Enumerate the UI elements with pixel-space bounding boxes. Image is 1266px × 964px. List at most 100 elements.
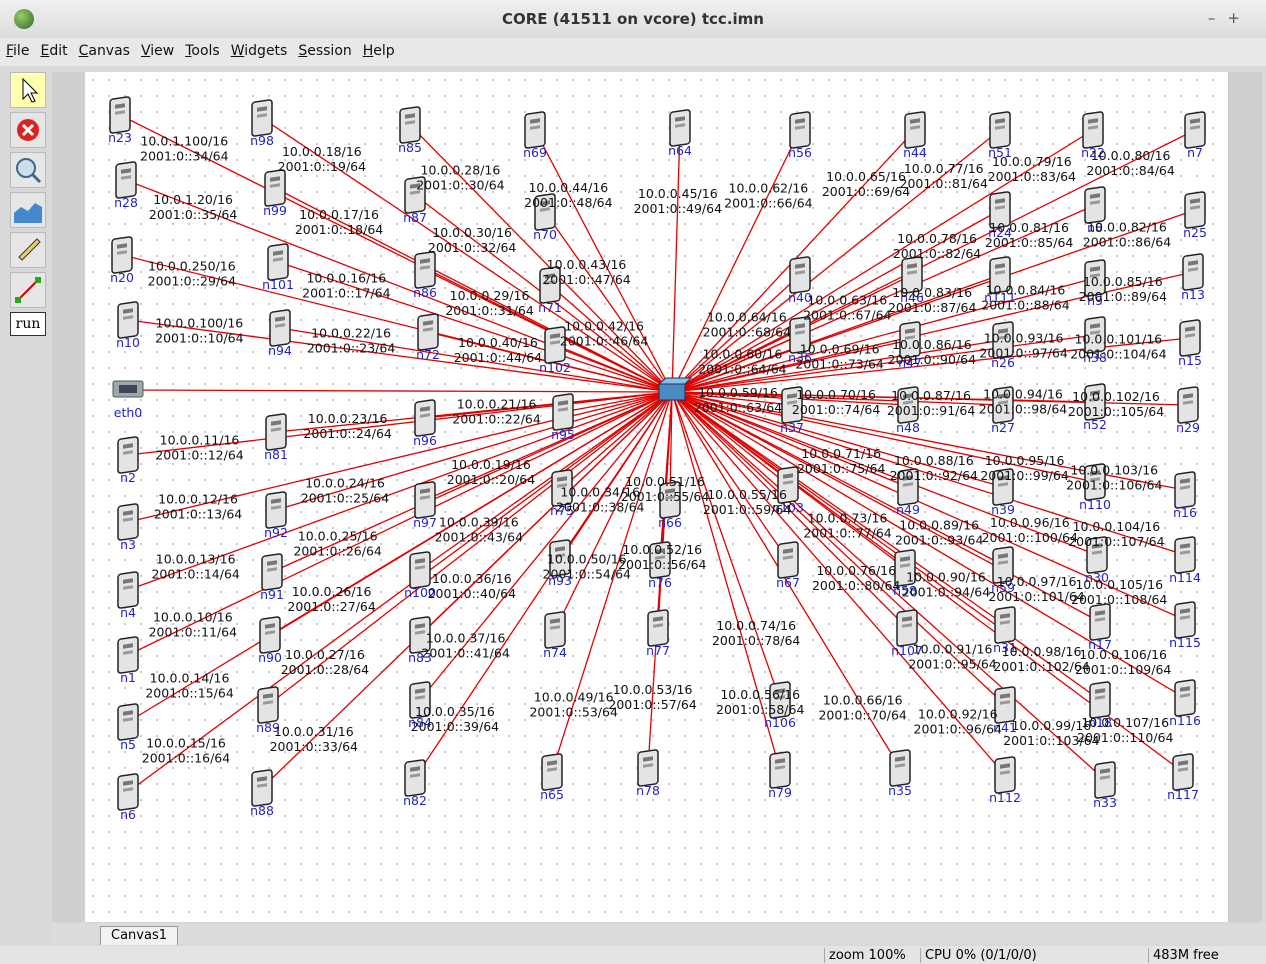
menu-item[interactable]: Help (357, 38, 400, 59)
node[interactable]: n117 (1167, 754, 1199, 802)
menu-item[interactable]: Canvas (73, 38, 135, 59)
node[interactable]: n28 (114, 162, 138, 210)
menu-item[interactable]: Session (292, 38, 356, 59)
link-tool[interactable] (10, 272, 46, 308)
node[interactable]: n72 (416, 314, 440, 362)
graph-tool[interactable] (10, 192, 46, 228)
ipv4-label: 10.0.0.104/16 (1073, 519, 1161, 534)
menu-item[interactable]: File (0, 38, 34, 59)
node[interactable]: n17 (1088, 604, 1112, 652)
node[interactable]: n96 (413, 400, 437, 448)
node[interactable]: n23 (108, 97, 132, 145)
node[interactable]: n78 (636, 750, 660, 798)
stop-tool[interactable] (10, 112, 46, 148)
ipv4-label: 10.0.0.97/16 (997, 574, 1077, 589)
node[interactable]: eth0 (113, 381, 143, 420)
node[interactable]: n3 (118, 504, 138, 552)
server-icon (1083, 112, 1103, 149)
node[interactable]: n112 (989, 757, 1021, 805)
node[interactable]: n5 (118, 704, 138, 752)
canvas-tab[interactable]: Canvas1 (100, 926, 178, 945)
ipv4-label: 10.0.0.22/16 (311, 326, 391, 341)
node[interactable]: n10 (116, 302, 140, 350)
node[interactable]: n97 (413, 482, 437, 530)
node[interactable]: n86 (413, 252, 437, 300)
menu-item[interactable]: Edit (34, 38, 72, 59)
node[interactable]: n115 (1169, 602, 1201, 650)
node[interactable]: n98 (250, 100, 274, 148)
node[interactable]: n35 (888, 750, 912, 798)
node[interactable]: n1 (118, 637, 138, 685)
node[interactable]: n64 (668, 110, 692, 158)
node[interactable]: n116 (1169, 680, 1201, 728)
node[interactable]: n101 (262, 244, 294, 292)
server-icon (252, 100, 272, 137)
server-icon (415, 252, 435, 289)
server-icon (905, 112, 925, 149)
ipv4-label: 10.0.0.250/16 (148, 258, 236, 273)
node[interactable]: n67 (776, 542, 800, 590)
node[interactable]: n29 (1176, 387, 1200, 435)
menu-item[interactable]: Tools (179, 38, 225, 59)
zoom-tool[interactable] (10, 152, 46, 188)
node[interactable]: n65 (540, 754, 564, 802)
ipv4-label: 10.0.0.71/16 (801, 446, 881, 461)
node-name: n35 (888, 783, 912, 798)
run-button[interactable]: run (10, 312, 46, 336)
node[interactable]: n69 (523, 112, 547, 160)
node[interactable]: n92 (264, 492, 288, 540)
draw-tool[interactable] (10, 232, 46, 268)
node-name: n25 (1183, 225, 1207, 240)
node[interactable]: n77 (646, 610, 670, 658)
node[interactable]: n15 (1178, 320, 1202, 368)
ipv4-label: 10.0.0.91/16 (913, 642, 993, 657)
menu-item[interactable]: Widgets (225, 38, 293, 59)
node[interactable]: n56 (788, 112, 812, 160)
node[interactable]: n16 (1173, 472, 1197, 520)
node[interactable]: n94 (268, 310, 292, 358)
node[interactable]: n2 (118, 437, 138, 485)
window-controls[interactable]: –+ (1208, 9, 1252, 27)
node[interactable]: n81 (264, 414, 288, 462)
ipv6-label: 2001:0::99/64 (980, 468, 1068, 483)
node[interactable]: n33 (1093, 762, 1117, 810)
ipv4-label: 10.0.0.17/16 (299, 207, 379, 222)
server-icon (265, 170, 285, 207)
node[interactable]: n95 (551, 394, 575, 442)
node[interactable]: n88 (250, 770, 274, 818)
node[interactable]: n20 (110, 237, 134, 285)
node[interactable]: n25 (1183, 192, 1207, 240)
ipv4-label: 10.0.0.103/16 (1070, 462, 1158, 477)
node[interactable]: n82 (403, 760, 427, 808)
node[interactable]: n74 (543, 612, 567, 660)
ipv4-label: 10.0.0.44/16 (528, 180, 608, 195)
node[interactable]: n13 (1181, 254, 1205, 302)
node-name: n98 (250, 133, 274, 148)
ipv6-label: 2001:0::77/64 (803, 526, 891, 541)
ipv4-label: 10.0.0.50/16 (547, 551, 627, 566)
select-tool[interactable] (10, 72, 46, 108)
node[interactable]: n91 (260, 554, 284, 602)
ipv6-label: 2001:0::18/64 (295, 222, 383, 237)
node[interactable]: n44 (903, 112, 927, 160)
node-name: n5 (120, 737, 136, 752)
server-icon (262, 554, 282, 591)
menu-item[interactable]: View (135, 38, 179, 59)
ipv6-label: 2001:0::30/64 (416, 177, 504, 192)
ipv4-label: 10.0.0.35/16 (415, 704, 495, 719)
node[interactable]: n114 (1169, 537, 1201, 585)
ipv4-label: 10.0.0.92/16 (918, 707, 998, 722)
node[interactable]: n51 (988, 112, 1012, 160)
server-icon (260, 617, 280, 654)
node[interactable]: n7 (1185, 112, 1205, 160)
node[interactable]: n85 (398, 107, 422, 155)
server-icon (545, 612, 565, 649)
node[interactable]: n4 (118, 572, 138, 620)
ipv4-label: 10.0.0.52/16 (622, 542, 702, 557)
node[interactable]: n79 (768, 752, 792, 800)
server-icon (415, 482, 435, 519)
node[interactable]: n6 (118, 774, 138, 822)
node[interactable]: n99 (263, 170, 287, 218)
ipv6-label: 2001:0::10/64 (155, 330, 243, 345)
node[interactable]: n90 (258, 617, 282, 665)
